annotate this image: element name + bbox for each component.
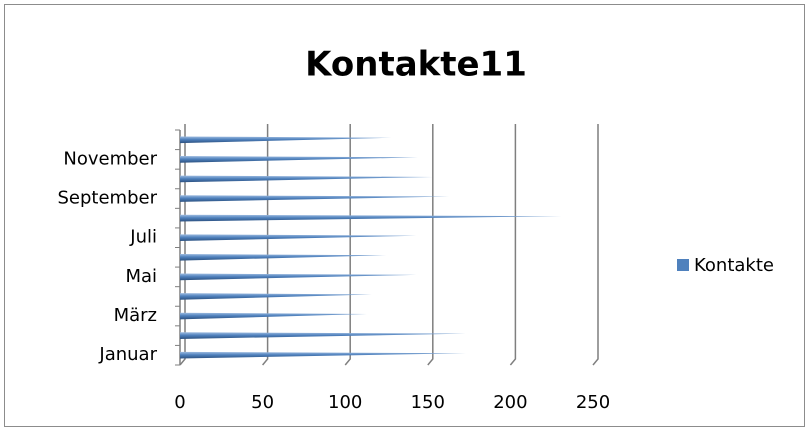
bar xyxy=(180,312,367,320)
x-tick-label: 50 xyxy=(251,392,274,413)
grid-line xyxy=(179,124,186,366)
x-tick-label: 250 xyxy=(576,392,610,413)
bar xyxy=(180,253,387,261)
y-tick-label: Juli xyxy=(129,227,157,248)
grid-line xyxy=(344,124,351,366)
bar xyxy=(180,332,466,339)
grid-line xyxy=(509,124,517,366)
y-tick-label: November xyxy=(63,148,157,169)
bar xyxy=(180,214,562,222)
grid-line xyxy=(262,124,269,366)
grid-line xyxy=(427,124,434,366)
bar xyxy=(180,234,417,242)
chart-border xyxy=(4,4,805,427)
y-tick-label: Januar xyxy=(98,344,157,365)
bar xyxy=(180,156,418,163)
x-tick-label: 100 xyxy=(328,392,362,413)
bar xyxy=(180,136,392,144)
grid-line xyxy=(592,124,599,366)
bar xyxy=(180,273,417,281)
bar xyxy=(180,351,466,359)
x-tick-label: 200 xyxy=(493,392,527,413)
y-tick-label: Mai xyxy=(125,266,157,287)
y-tick-label: März xyxy=(114,305,157,326)
bar xyxy=(180,175,433,183)
x-tick-label: 150 xyxy=(411,392,445,413)
bar xyxy=(180,293,372,300)
bar xyxy=(180,195,450,202)
legend-label: Kontakte xyxy=(694,255,774,276)
x-tick-label: 0 xyxy=(174,392,185,413)
legend-swatch xyxy=(677,259,689,271)
y-tick-label: September xyxy=(58,188,158,209)
chart-title: Kontakte11 xyxy=(305,45,527,85)
